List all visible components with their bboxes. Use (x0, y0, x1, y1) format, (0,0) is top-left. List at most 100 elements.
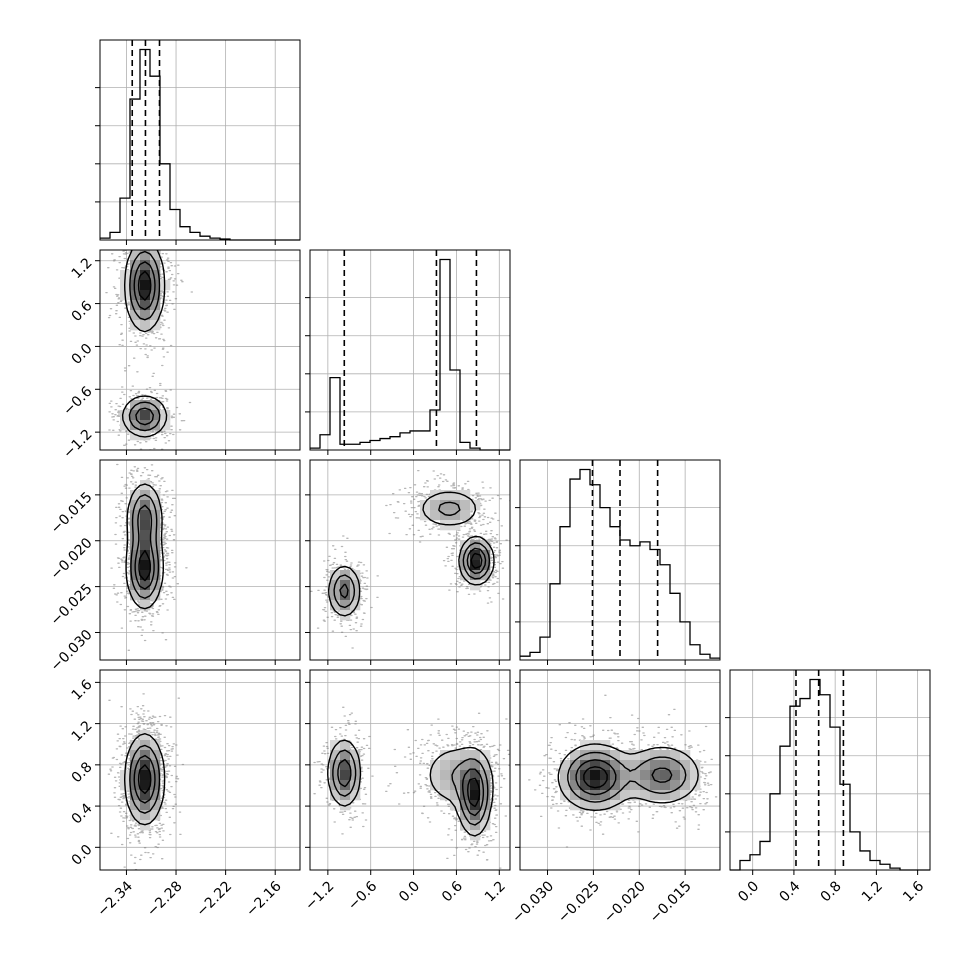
contour-level-4 (470, 552, 483, 569)
x-tick-label: −2.28 (144, 878, 186, 920)
density-cell (140, 270, 151, 281)
contour-level-3 (134, 504, 155, 590)
density-cell (480, 550, 491, 561)
density-cell (690, 770, 701, 781)
density-cell (340, 750, 351, 761)
density-cell (140, 800, 151, 811)
density-cell (140, 320, 151, 331)
y-tick-label: 0.0 (69, 341, 96, 368)
density-cell (560, 790, 571, 801)
x-tick-label: 0.8 (818, 878, 845, 905)
joint-panel-1-3 (305, 669, 511, 875)
density-cell (140, 410, 151, 421)
density-cell (340, 590, 351, 601)
density-cell (150, 540, 161, 551)
density-cell (430, 770, 441, 781)
density-cell (460, 510, 471, 521)
density-cell (570, 760, 581, 771)
density-cell (340, 770, 351, 781)
density-cell (350, 750, 361, 761)
density-cell (140, 430, 151, 441)
density-cell (150, 800, 161, 811)
density-cell (580, 760, 591, 771)
density-cell (480, 750, 491, 761)
y-tick-label: −1.2 (60, 426, 95, 461)
density-cell (460, 540, 471, 551)
density-cell (150, 270, 161, 281)
density-cell (670, 780, 681, 791)
density-cell (160, 420, 171, 431)
density-cell (140, 530, 151, 541)
density-cell (640, 770, 651, 781)
y-tick-label: 0.8 (69, 759, 96, 786)
contour-level-2 (333, 501, 491, 609)
density-cell (140, 730, 151, 741)
density-cell (150, 520, 161, 531)
x-tick-label: 1.2 (859, 878, 886, 905)
x-tick-label: −2.34 (94, 878, 136, 920)
density-cell (130, 310, 141, 321)
density-cell (350, 570, 361, 581)
density-cell (590, 800, 601, 811)
y-tick-label: 1.2 (69, 718, 96, 745)
density-cell (140, 810, 151, 821)
density-cell (140, 590, 151, 601)
contour-level-2 (128, 250, 161, 432)
x-tick-label: −0.015 (647, 878, 695, 926)
density-cell (630, 780, 641, 791)
density-cell (130, 510, 141, 521)
density-cell (470, 540, 481, 551)
x-tick-label: −1.2 (302, 878, 337, 913)
density-cell (680, 750, 691, 761)
density-cell (130, 280, 141, 291)
density-cell (460, 570, 471, 581)
density-cell (340, 600, 351, 611)
contour-level-2 (567, 751, 687, 803)
contour-level-4 (137, 270, 152, 301)
density-cell (140, 310, 151, 321)
density-cell (560, 780, 571, 791)
density-cell (670, 770, 681, 781)
density-cell (470, 770, 481, 781)
density-cell (130, 520, 141, 531)
density-layer (310, 469, 510, 649)
joint-panel-0-1 (95, 249, 301, 455)
density-cell (480, 810, 491, 821)
density-cell (580, 800, 591, 811)
density-cell (330, 570, 341, 581)
panel-frame (519, 459, 721, 661)
density-cell (140, 580, 151, 591)
density-cell (480, 760, 491, 771)
density-cell (150, 570, 161, 581)
density-cell (140, 570, 151, 581)
density-cell (350, 590, 361, 601)
density-cell (140, 790, 151, 801)
density-cell (580, 770, 591, 781)
density-cell (150, 250, 161, 261)
joint-panel-0-3 (95, 669, 301, 875)
density-cell (590, 760, 601, 771)
density-cell (630, 750, 641, 761)
density-cell (630, 760, 641, 771)
density-cell (440, 490, 451, 501)
density-cell (130, 580, 141, 591)
panel-background (100, 40, 300, 240)
density-cell (150, 400, 161, 411)
x-tick-label: 0.4 (776, 878, 803, 905)
y-tick-label: −0.020 (48, 535, 96, 583)
density-cell (450, 500, 461, 511)
density-cell (640, 790, 651, 801)
density-cell (150, 260, 161, 271)
density-cell (460, 750, 471, 761)
density-cell (480, 540, 491, 551)
density-cell (130, 250, 141, 261)
density-cell (630, 790, 641, 801)
density-cell (650, 790, 661, 801)
density-cell (570, 770, 581, 781)
density-cell (350, 580, 361, 591)
density-cell (470, 780, 481, 791)
density-cell (440, 750, 451, 761)
density-cell (130, 740, 141, 751)
density-cell (610, 760, 621, 771)
density-cell (350, 780, 361, 791)
